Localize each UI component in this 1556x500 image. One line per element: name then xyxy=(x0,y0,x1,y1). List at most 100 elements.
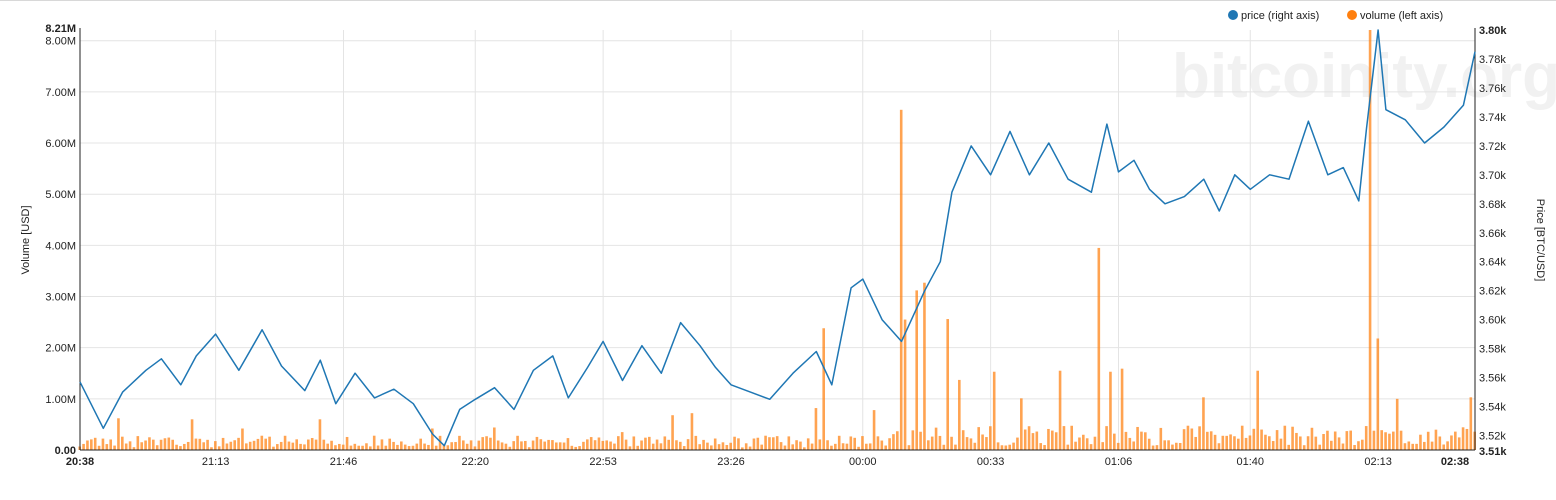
volume-bar xyxy=(260,435,264,450)
legend-item-volume[interactable]: volume (left axis) xyxy=(1347,10,1443,22)
volume-bar xyxy=(493,427,496,450)
x-axis-end-label: 02:38 xyxy=(1441,456,1469,468)
volume-bar xyxy=(1058,370,1062,450)
volume-bar xyxy=(1062,426,1066,450)
volume-bar xyxy=(1465,428,1469,450)
volume-bar xyxy=(702,439,705,450)
volume-bar xyxy=(1035,431,1039,450)
volume-bar xyxy=(221,437,225,450)
volume-bar xyxy=(934,427,938,450)
volume-bar xyxy=(396,444,399,450)
left-tick-label: 0.00 xyxy=(55,445,76,457)
volume-bar xyxy=(1240,425,1244,450)
volume-bar xyxy=(1167,440,1170,450)
volume-bar xyxy=(1395,398,1399,450)
volume-bar xyxy=(310,438,314,450)
volume-bar xyxy=(1229,434,1232,450)
volume-bar xyxy=(899,109,903,450)
volume-bar xyxy=(1291,426,1294,450)
volume-bar xyxy=(791,444,794,450)
volume-bar xyxy=(159,439,163,450)
left-axis-ticks: 0.00 1.00M 2.00M 3.00M 4.00M 5.00M 6.00M 7.00M 8… xyxy=(45,23,76,457)
volume-bar xyxy=(175,444,178,450)
volume-bar xyxy=(992,371,996,450)
volume-bar xyxy=(562,442,566,450)
x-tick-label: 00:33 xyxy=(977,456,1005,468)
volume-bar xyxy=(729,442,732,450)
volume-bar xyxy=(423,443,426,450)
volume-bar xyxy=(628,446,632,450)
volume-bar xyxy=(314,439,318,450)
volume-bar xyxy=(698,444,701,450)
volume-bar xyxy=(307,439,310,450)
volume-bar xyxy=(121,436,124,450)
volume-bar xyxy=(1411,443,1414,450)
volume-bar xyxy=(1074,441,1077,450)
left-tick-label: 7.00M xyxy=(45,87,76,99)
volume-bar xyxy=(605,440,608,450)
volume-bar xyxy=(969,438,973,450)
volume-bar xyxy=(458,435,461,450)
volume-bar xyxy=(1454,431,1457,450)
volume-bar xyxy=(403,444,407,450)
volume-bar xyxy=(779,442,783,450)
volume-bar xyxy=(1047,428,1050,450)
volume-bar xyxy=(299,443,302,450)
grid xyxy=(80,30,1475,451)
volume-bar xyxy=(109,439,112,450)
volume-bar xyxy=(1039,443,1042,450)
volume-bar xyxy=(706,442,709,450)
volume-bar xyxy=(365,443,368,450)
volume-bar xyxy=(241,428,244,450)
volume-bar xyxy=(86,440,89,450)
volume-bar xyxy=(462,440,465,450)
legend-item-price[interactable]: price (right axis) xyxy=(1228,10,1319,22)
volume-bar xyxy=(930,436,934,450)
volume-bar xyxy=(1361,439,1364,450)
left-tick-label: 2.00M xyxy=(45,343,76,355)
volume-bar xyxy=(775,436,779,450)
volume-bar xyxy=(795,440,798,450)
volume-bar xyxy=(977,427,980,450)
volume-bar xyxy=(1302,445,1306,450)
volume-bar xyxy=(349,445,353,450)
volume-bar xyxy=(465,443,469,450)
volume-bar xyxy=(295,439,298,450)
volume-bar xyxy=(276,444,279,450)
volume-bar xyxy=(210,447,213,450)
volume-bar xyxy=(675,440,678,450)
left-tick-label: 5.00M xyxy=(45,189,76,201)
volume-bar xyxy=(1353,445,1356,450)
volume-bar xyxy=(741,447,744,450)
volume-bar xyxy=(566,438,570,450)
volume-bar xyxy=(415,443,419,450)
volume-bar xyxy=(520,441,523,450)
volume-bar xyxy=(516,435,519,450)
volume-bar xyxy=(1283,425,1287,450)
volume-bar xyxy=(806,438,810,450)
volume-bar xyxy=(814,408,818,450)
volume-bar xyxy=(1248,435,1252,450)
volume-bar xyxy=(1457,437,1461,450)
volume-bar xyxy=(682,446,686,450)
volume-bar xyxy=(1027,426,1031,450)
volume-bar xyxy=(1016,437,1019,450)
volume-bar xyxy=(82,443,85,450)
volume-bar xyxy=(268,436,271,450)
volume-bar xyxy=(1268,436,1271,450)
volume-bar xyxy=(1349,430,1352,450)
volume-bar xyxy=(1140,431,1143,450)
volume-bar xyxy=(919,431,922,450)
volume-bar xyxy=(593,440,597,450)
right-tick-label: 3.64k xyxy=(1479,257,1506,269)
volume-bar xyxy=(179,446,182,450)
volume-bar xyxy=(1023,429,1027,450)
volume-bar xyxy=(1252,428,1256,450)
volume-bar xyxy=(345,436,349,450)
volume-bar xyxy=(1109,371,1112,450)
volume-bar xyxy=(524,440,527,450)
volume-bar xyxy=(225,443,229,450)
volume-bar xyxy=(989,426,992,450)
volume-bar xyxy=(1202,397,1205,450)
volume-bar xyxy=(865,443,868,450)
